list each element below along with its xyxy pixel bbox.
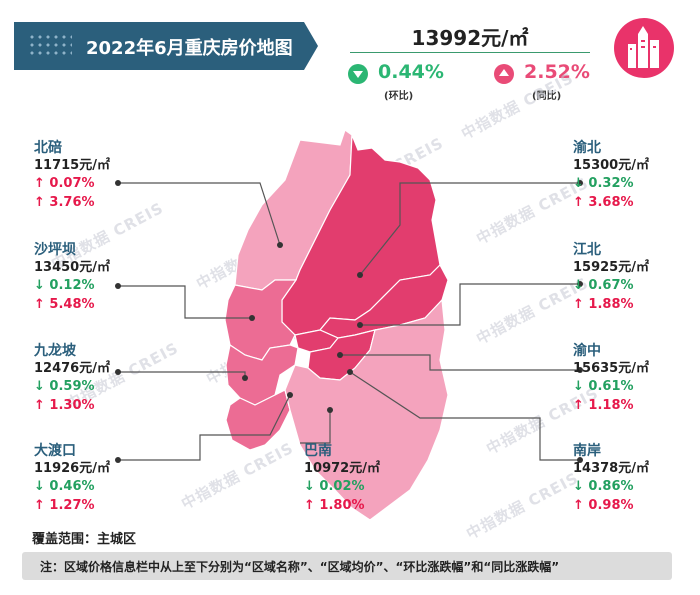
region-jiulongpo	[225, 344, 299, 406]
district-price: 12476元/㎡	[34, 361, 110, 376]
district-yoy: ↑ 1.80%	[304, 498, 365, 513]
district-name: 北碚	[34, 140, 62, 156]
district-price: 11926元/㎡	[34, 461, 110, 476]
district-info-banan: 巴南 10972元/㎡ ↓ 0.02% ↑ 1.80%	[304, 443, 424, 515]
average-price: 13992元/㎡	[411, 26, 529, 50]
yoy-value: 2.52%	[524, 61, 590, 83]
district-price: 15300元/㎡	[573, 158, 649, 173]
district-info-nanan: 南岸 14378元/㎡ ↓ 0.86% ↑ 0.98%	[573, 443, 693, 515]
note-text: 注：区域价格信息栏中从上至下分别为“区域名称”、“区域均价”、“环比涨跌幅”和“…	[40, 560, 560, 574]
district-price: 10972元/㎡	[304, 461, 380, 476]
district-yoy: ↑ 1.18%	[573, 398, 634, 413]
district-yoy: ↑ 5.48%	[34, 297, 95, 312]
district-name: 南岸	[573, 443, 601, 459]
up-triangle-icon	[494, 64, 514, 84]
district-mom: ↓ 0.32%	[573, 176, 634, 191]
district-info-yuzhong: 渝中 15635元/㎡ ↓ 0.61% ↑ 1.18%	[573, 343, 693, 415]
district-mom: ↓ 0.02%	[304, 479, 365, 494]
leader-line-nanan	[349, 371, 580, 461]
page-title: 2022年6月重庆房价地图	[86, 38, 293, 59]
district-price: 14378元/㎡	[573, 461, 649, 476]
coverage-text: 覆盖范围：主城区	[32, 532, 137, 547]
district-info-yubei: 渝北 15300元/㎡ ↓ 0.32% ↑ 3.68%	[573, 140, 693, 212]
district-name: 沙坪坝	[34, 242, 76, 258]
leader-line-yubei	[359, 182, 580, 276]
district-info-dadukou: 大渡口 11926元/㎡ ↓ 0.46% ↑ 1.27%	[34, 443, 154, 515]
leader-line-jiangbei	[360, 283, 580, 326]
district-info-beibei: 北碚 11715元/㎡ ↑ 0.07% ↑ 3.76%	[34, 140, 154, 212]
leader-line-yuzhong	[340, 354, 580, 371]
district-name: 九龙坡	[34, 343, 76, 359]
district-name: 大渡口	[34, 443, 76, 459]
district-price: 15635元/㎡	[573, 361, 649, 376]
district-price: 15925元/㎡	[573, 260, 649, 275]
district-name: 巴南	[304, 443, 332, 459]
yoy-label: (同比)	[532, 91, 562, 102]
divider	[350, 52, 590, 53]
district-info-shapingba: 沙坪坝 13450元/㎡ ↓ 0.12% ↑ 5.48%	[34, 242, 154, 314]
note-bar: 注：区域价格信息栏中从上至下分别为“区域名称”、“区域均价”、“环比涨跌幅”和“…	[22, 552, 672, 580]
leader-line-banan	[300, 410, 331, 444]
district-price: 13450元/㎡	[34, 260, 110, 275]
district-mom: ↑ 0.07%	[34, 176, 95, 191]
district-mom: ↓ 0.12%	[34, 278, 95, 293]
leader-line-shapingba	[118, 285, 252, 319]
district-mom: ↓ 0.86%	[573, 479, 634, 494]
district-info-jiulongpo: 九龙坡 12476元/㎡ ↓ 0.59% ↑ 1.30%	[34, 343, 154, 415]
leader-line-dadukou	[118, 394, 291, 461]
district-yoy: ↑ 3.68%	[573, 195, 634, 210]
district-name: 渝中	[573, 343, 601, 359]
city-skyline-logo	[614, 18, 674, 78]
mom-label: (环比)	[384, 91, 414, 102]
district-mom: ↓ 0.61%	[573, 379, 634, 394]
district-name: 江北	[573, 242, 601, 258]
title-banner: 2022年6月重庆房价地图	[14, 22, 318, 70]
leader-line-beibei	[118, 182, 281, 246]
district-info-jiangbei: 江北 15925元/㎡ ↓ 0.67% ↑ 1.88%	[573, 242, 693, 314]
down-triangle-icon	[348, 64, 368, 84]
district-yoy: ↑ 1.27%	[34, 498, 95, 513]
district-price: 11715元/㎡	[34, 158, 110, 173]
district-yoy: ↑ 3.76%	[34, 195, 95, 210]
district-name: 渝北	[573, 140, 601, 156]
dots-decoration	[28, 33, 72, 59]
district-mom: ↓ 0.59%	[34, 379, 95, 394]
district-mom: ↓ 0.46%	[34, 479, 95, 494]
mom-value: 0.44%	[378, 61, 444, 83]
district-yoy: ↑ 1.88%	[573, 297, 634, 312]
district-yoy: ↑ 0.98%	[573, 498, 634, 513]
district-yoy: ↑ 1.30%	[34, 398, 95, 413]
district-mom: ↓ 0.67%	[573, 278, 634, 293]
